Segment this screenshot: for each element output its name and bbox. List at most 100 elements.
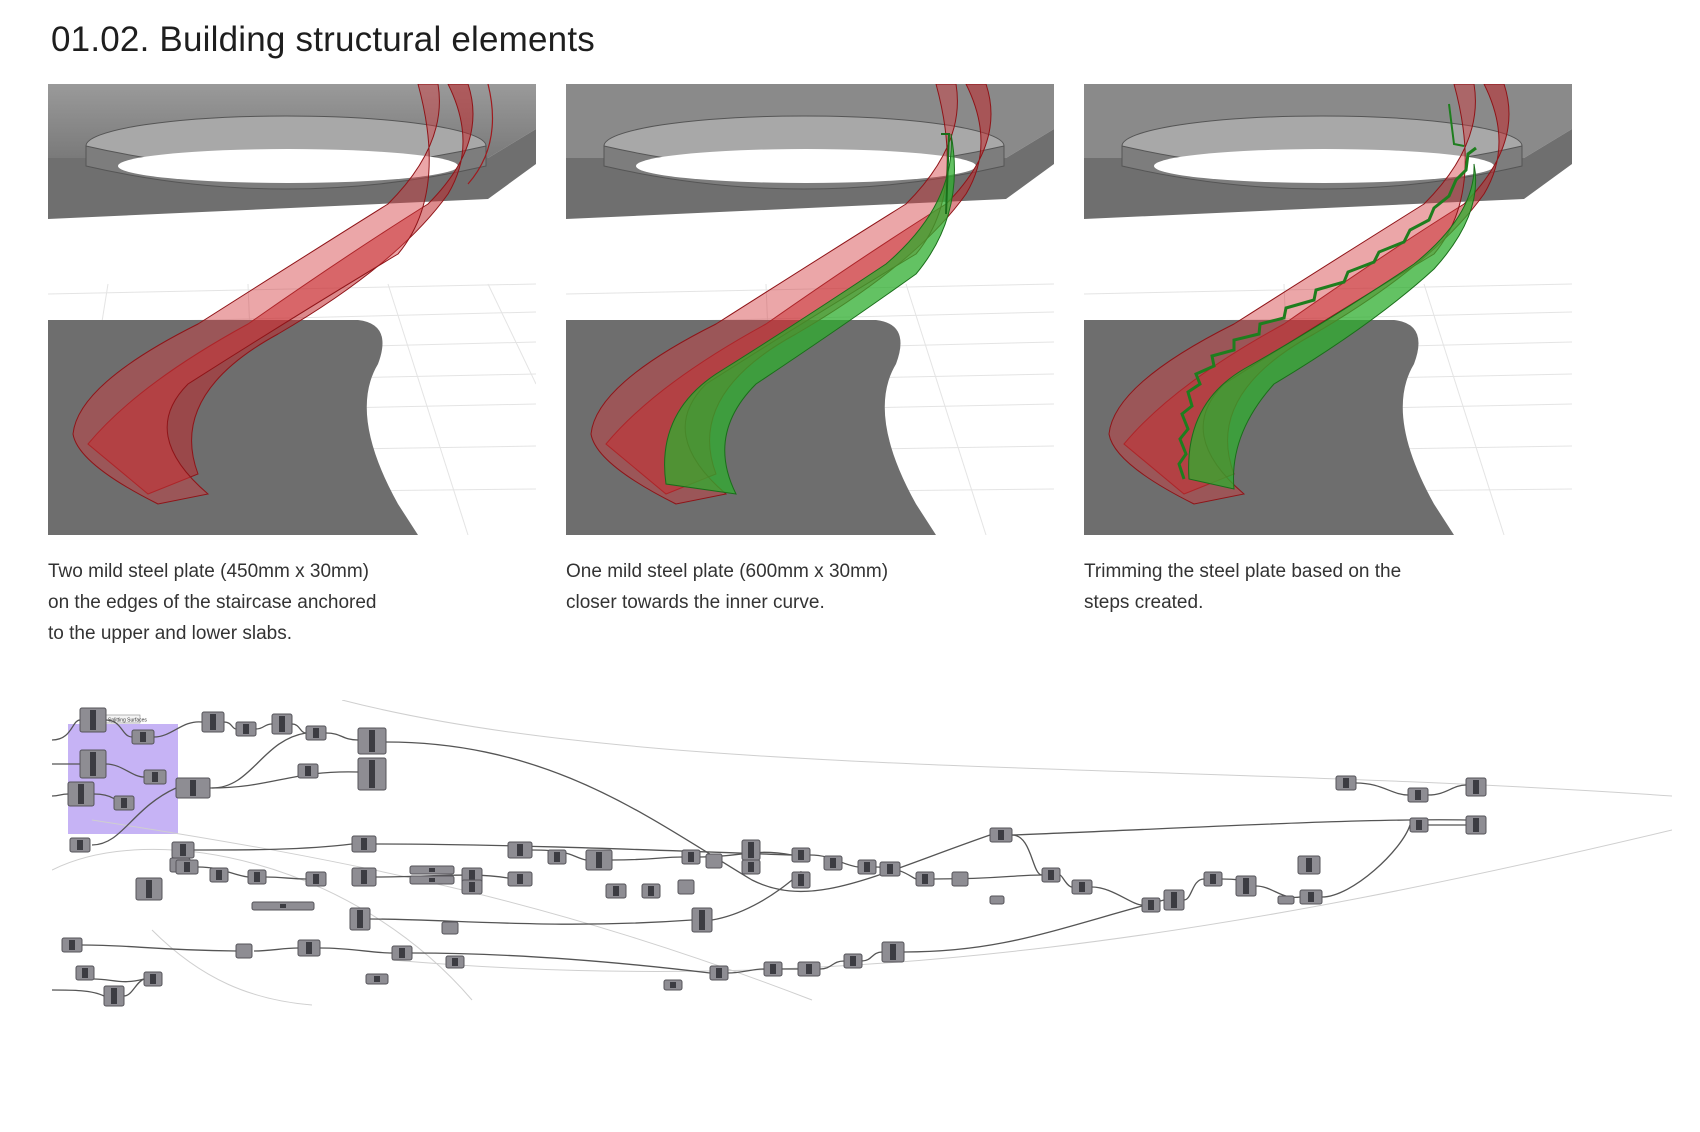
graph-wire	[255, 723, 273, 730]
graph-wire	[209, 771, 359, 789]
graph-component	[1299, 889, 1323, 905]
graph-wire	[193, 843, 353, 851]
graph-wire	[93, 978, 145, 983]
graph-component	[663, 979, 683, 991]
caption-line: Two mild steel plate (450mm x 30mm)	[48, 561, 369, 582]
graph-component	[349, 907, 371, 931]
green-steel-plate	[664, 133, 955, 495]
graph-wire	[91, 787, 177, 846]
caption-line: closer towards the inner curve.	[566, 592, 825, 613]
graph-component	[445, 955, 465, 969]
graph-component	[951, 871, 969, 887]
graph-wire	[1011, 834, 1043, 876]
graph-component	[1141, 897, 1161, 913]
graph-component	[879, 861, 901, 877]
graph-component	[857, 859, 877, 875]
graph-component	[209, 867, 229, 883]
graph-component	[131, 729, 155, 745]
render-panel-two-plates	[48, 84, 536, 535]
render-panel-one-plate	[566, 84, 1054, 535]
graph-wire	[1427, 784, 1467, 796]
staircase-render-3	[1084, 84, 1572, 535]
graph-wire	[223, 721, 237, 730]
graph-wire	[369, 918, 693, 925]
graph-component	[797, 961, 821, 977]
graph-component	[547, 849, 567, 865]
graph-component	[113, 795, 135, 811]
caption-one-plate: One mild steel plate (600mm x 30mm) clos…	[566, 556, 1046, 618]
graph-component	[175, 777, 211, 799]
graph-wire	[81, 944, 237, 952]
graph-component	[351, 835, 377, 853]
node-graph: Splitting Surfaces	[52, 700, 1672, 1105]
graph-wire	[611, 856, 683, 861]
graph-component	[1335, 775, 1357, 791]
caption-line: steps created.	[1084, 592, 1204, 613]
graph-wire	[253, 947, 299, 952]
render-panel-trimmed-plate	[1084, 84, 1572, 535]
graph-component	[1297, 855, 1321, 875]
graph-component	[61, 937, 83, 953]
graph-component	[135, 877, 163, 901]
graph-wire	[411, 952, 711, 974]
background-wire	[52, 848, 473, 1001]
graph-wire	[1059, 874, 1073, 888]
graph-component	[441, 921, 459, 935]
graph-component	[1071, 879, 1093, 895]
graph-component	[1235, 875, 1257, 897]
graph-component	[705, 853, 723, 869]
graph-component	[791, 847, 811, 863]
background-wire	[151, 929, 313, 1006]
graph-wire	[52, 719, 81, 741]
graph-component	[791, 871, 811, 889]
graph-wire	[531, 849, 587, 861]
caption-line: Trimming the steel plate based on the	[1084, 561, 1402, 582]
graph-component	[709, 965, 729, 981]
graph-wire	[903, 899, 1165, 953]
graph-wire	[319, 947, 393, 954]
graph-wire	[291, 723, 307, 734]
graph-component	[1041, 867, 1061, 883]
background-wire	[91, 819, 813, 1001]
page-title: 01.02. Building structural elements	[51, 20, 595, 59]
graph-wire	[933, 874, 1043, 880]
graph-wire	[105, 719, 133, 738]
graph-wire	[52, 793, 69, 797]
graph-component	[1203, 871, 1223, 887]
graph-component	[79, 707, 107, 733]
staircase-render-2	[566, 84, 1054, 535]
graph-wire	[153, 721, 203, 738]
graph-component	[391, 945, 413, 961]
graph-component	[843, 953, 863, 969]
graph-component	[351, 867, 377, 887]
graph-component	[681, 849, 701, 865]
graph-component	[75, 965, 95, 981]
graph-wire	[711, 871, 802, 921]
graph-component	[251, 901, 315, 911]
graph-component	[507, 871, 533, 887]
graph-wire	[1011, 819, 1467, 836]
graph-component	[641, 883, 661, 899]
graph-component	[247, 869, 267, 885]
staircase-render-1	[48, 84, 536, 535]
graph-wire	[727, 968, 765, 974]
graph-component	[989, 895, 1005, 905]
background-wire	[391, 829, 1672, 972]
graph-component	[357, 727, 387, 755]
graph-component	[1465, 815, 1487, 835]
graph-component	[1407, 787, 1429, 803]
graph-component	[1163, 889, 1185, 911]
caption-line: One mild steel plate (600mm x 30mm)	[566, 561, 889, 582]
graph-wire	[52, 989, 105, 997]
graph-component	[605, 883, 627, 899]
graph-component	[741, 859, 761, 875]
caption-line: on the edges of the staircase anchored	[48, 592, 377, 613]
graph-component	[1465, 777, 1487, 797]
graph-component	[585, 849, 613, 871]
graph-component	[79, 749, 107, 779]
graph-component	[989, 827, 1013, 843]
graph-wire	[105, 763, 145, 778]
graph-component	[175, 859, 199, 875]
graph-component	[271, 713, 293, 735]
graph-component	[823, 855, 843, 871]
